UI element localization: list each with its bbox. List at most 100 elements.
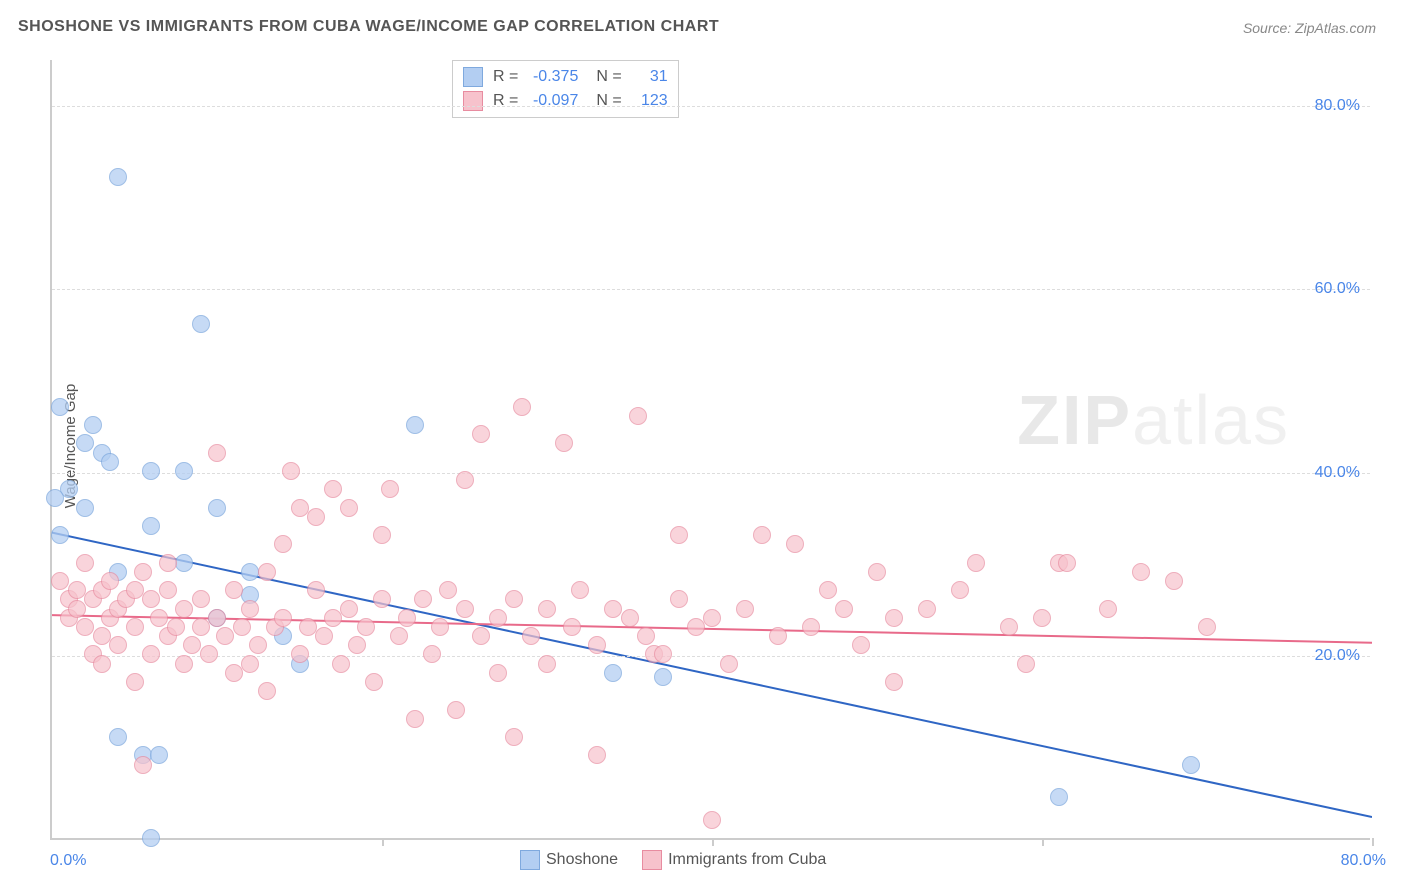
- data-point: [381, 480, 399, 498]
- data-point: [456, 600, 474, 618]
- y-tick-label: 80.0%: [1315, 97, 1360, 115]
- data-point: [76, 434, 94, 452]
- data-point: [703, 811, 721, 829]
- data-point: [423, 645, 441, 663]
- data-point: [134, 756, 152, 774]
- data-point: [1132, 563, 1150, 581]
- data-point: [142, 645, 160, 663]
- data-point: [505, 590, 523, 608]
- data-point: [348, 636, 366, 654]
- data-point: [786, 535, 804, 553]
- stat-r-value: -0.375: [524, 68, 578, 86]
- data-point: [150, 746, 168, 764]
- chart-title: SHOSHONE VS IMMIGRANTS FROM CUBA WAGE/IN…: [18, 18, 719, 36]
- data-point: [109, 636, 127, 654]
- data-point: [76, 618, 94, 636]
- legend-swatch: [463, 67, 483, 87]
- x-tick: [382, 838, 384, 846]
- data-point: [282, 462, 300, 480]
- watermark-light: atlas: [1132, 381, 1290, 459]
- data-point: [307, 581, 325, 599]
- legend-item: Shoshone: [520, 850, 618, 870]
- gridline: [52, 106, 1370, 107]
- data-point: [885, 609, 903, 627]
- data-point: [373, 526, 391, 544]
- data-point: [142, 829, 160, 847]
- data-point: [398, 609, 416, 627]
- data-point: [588, 746, 606, 764]
- data-point: [1050, 788, 1068, 806]
- legend-label: Immigrants from Cuba: [668, 851, 826, 869]
- stats-row: R =-0.375N =31: [463, 65, 668, 89]
- data-point: [538, 600, 556, 618]
- data-point: [192, 315, 210, 333]
- data-point: [802, 618, 820, 636]
- data-point: [538, 655, 556, 673]
- data-point: [868, 563, 886, 581]
- x-axis-max-label: 80.0%: [1341, 852, 1386, 870]
- source-attribution: Source: ZipAtlas.com: [1243, 20, 1376, 36]
- data-point: [109, 168, 127, 186]
- data-point: [456, 471, 474, 489]
- data-point: [819, 581, 837, 599]
- x-axis-min-label: 0.0%: [50, 852, 86, 870]
- data-point: [274, 609, 292, 627]
- data-point: [687, 618, 705, 636]
- data-point: [670, 590, 688, 608]
- legend-label: Shoshone: [546, 851, 618, 869]
- data-point: [918, 600, 936, 618]
- data-point: [225, 664, 243, 682]
- data-point: [51, 572, 69, 590]
- data-point: [241, 600, 259, 618]
- data-point: [175, 462, 193, 480]
- data-point: [1182, 756, 1200, 774]
- data-point: [571, 581, 589, 599]
- data-point: [175, 600, 193, 618]
- stat-n-label: N =: [596, 92, 621, 110]
- data-point: [390, 627, 408, 645]
- data-point: [51, 526, 69, 544]
- data-point: [291, 499, 309, 517]
- data-point: [1198, 618, 1216, 636]
- legend-swatch: [642, 850, 662, 870]
- data-point: [241, 655, 259, 673]
- data-point: [249, 636, 267, 654]
- x-tick: [712, 838, 714, 846]
- data-point: [555, 434, 573, 452]
- data-point: [604, 664, 622, 682]
- bottom-legend: Shoshone Immigrants from Cuba: [520, 850, 826, 870]
- data-point: [76, 499, 94, 517]
- data-point: [447, 701, 465, 719]
- data-point: [654, 668, 672, 686]
- data-point: [365, 673, 383, 691]
- data-point: [489, 664, 507, 682]
- data-point: [233, 618, 251, 636]
- data-point: [134, 563, 152, 581]
- data-point: [703, 609, 721, 627]
- data-point: [175, 655, 193, 673]
- data-point: [175, 554, 193, 572]
- data-point: [835, 600, 853, 618]
- data-point: [159, 554, 177, 572]
- data-point: [192, 590, 210, 608]
- data-point: [1033, 609, 1051, 627]
- data-point: [46, 489, 64, 507]
- data-point: [167, 618, 185, 636]
- gridline: [52, 289, 1370, 290]
- data-point: [852, 636, 870, 654]
- data-point: [208, 499, 226, 517]
- data-point: [109, 728, 127, 746]
- data-point: [192, 618, 210, 636]
- data-point: [68, 600, 86, 618]
- plot-area: ZIPatlas R =-0.375N =31R =-0.097N =123 2…: [50, 60, 1370, 840]
- data-point: [142, 590, 160, 608]
- data-point: [1058, 554, 1076, 572]
- data-point: [200, 645, 218, 663]
- data-point: [522, 627, 540, 645]
- data-point: [670, 526, 688, 544]
- data-point: [753, 526, 771, 544]
- gridline: [52, 473, 1370, 474]
- legend-swatch: [463, 91, 483, 111]
- data-point: [629, 407, 647, 425]
- data-point: [472, 425, 490, 443]
